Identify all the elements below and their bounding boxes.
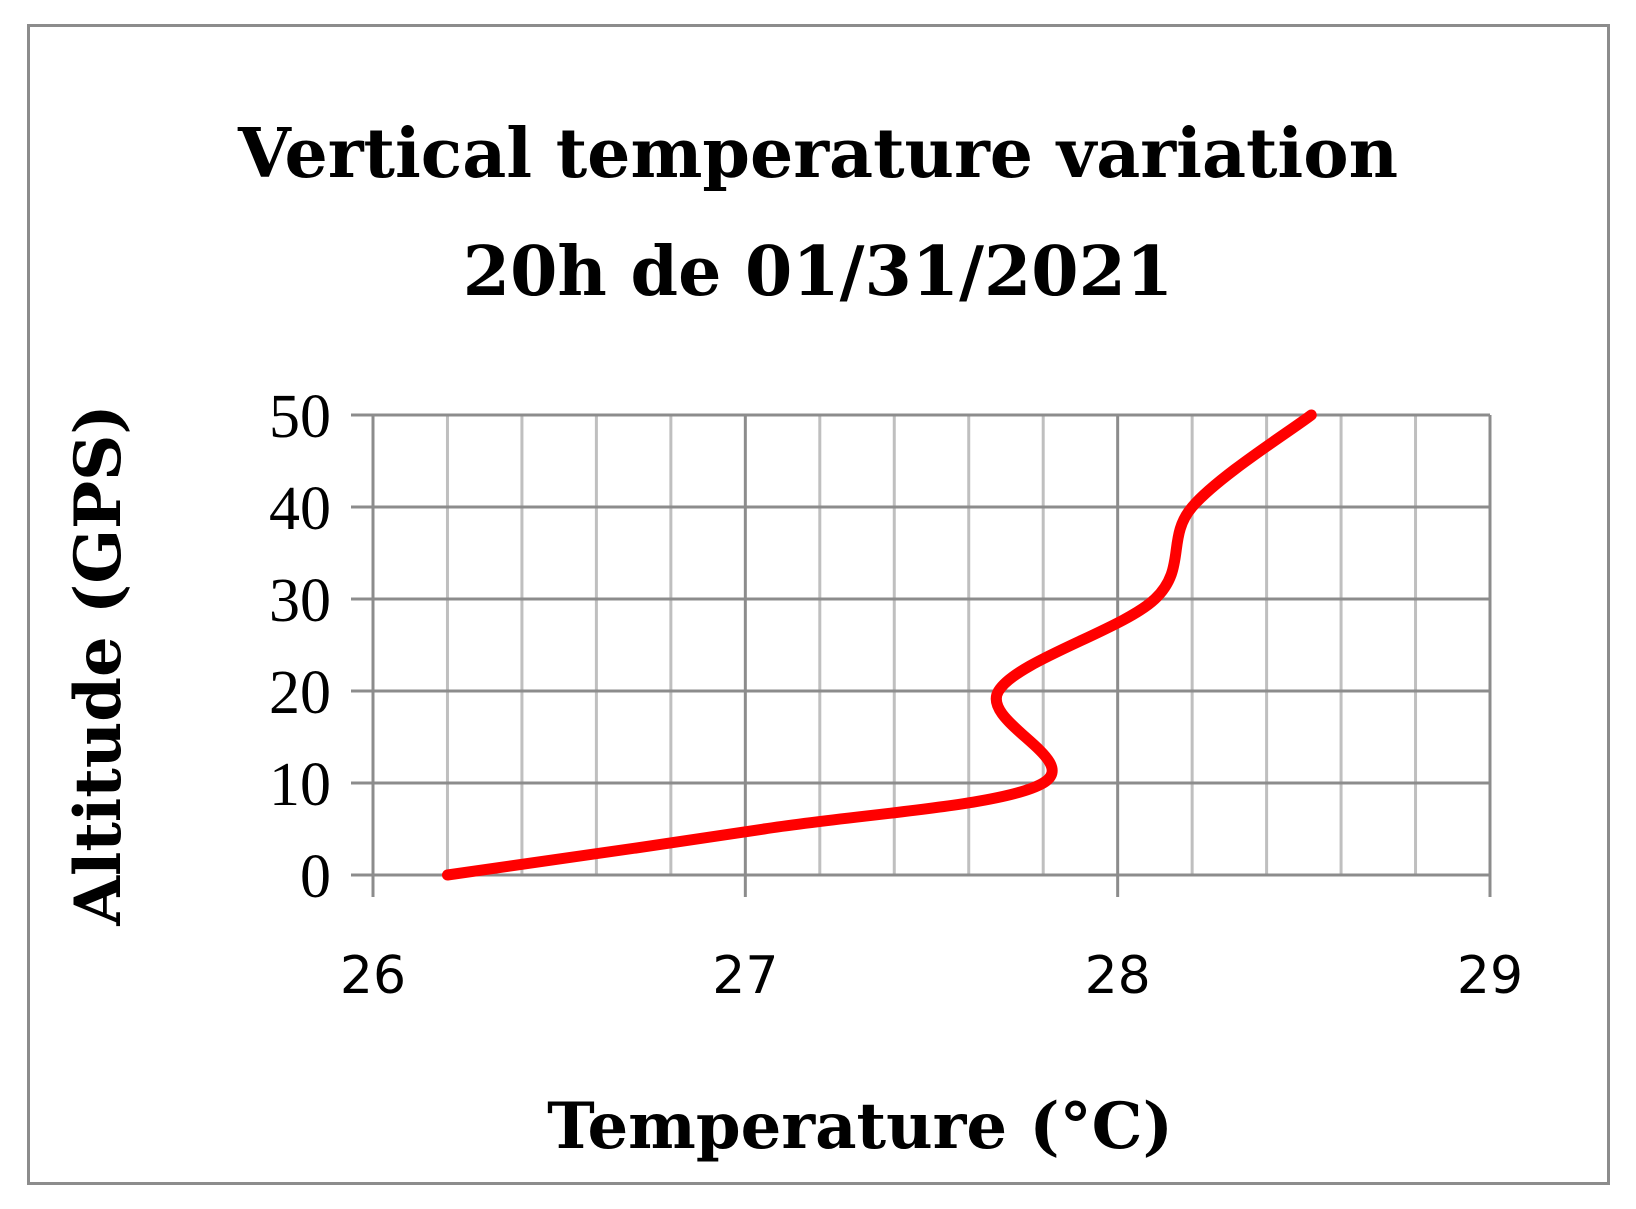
x-tick-label: 26 bbox=[340, 946, 406, 1006]
y-tick-label: 20 bbox=[269, 659, 331, 727]
temperature-series-line bbox=[441, 409, 1317, 881]
y-axis-title: Altitude (GPS) bbox=[61, 404, 136, 926]
x-tick-label: 29 bbox=[1457, 946, 1523, 1006]
x-tick-labels: 26 27 28 29 bbox=[340, 946, 1523, 1006]
minor-gridlines bbox=[445, 415, 1418, 875]
y-tick-label: 0 bbox=[300, 843, 331, 911]
series-group bbox=[441, 409, 1317, 881]
y-tick-label: 40 bbox=[269, 475, 331, 543]
chart-title: Vertical temperature variation 20h de 01… bbox=[0, 95, 1636, 331]
axes bbox=[371, 415, 1490, 877]
x-tick-label: 27 bbox=[712, 946, 778, 1006]
y-tick-label: 10 bbox=[269, 751, 331, 819]
chart-title-line-2: 20h de 01/31/2021 bbox=[462, 232, 1174, 312]
chart-title-line-1: Vertical temperature variation bbox=[237, 114, 1399, 194]
y-tick-labels: 0 10 20 30 40 50 bbox=[269, 383, 331, 911]
y-tick-label: 30 bbox=[269, 567, 331, 635]
x-tick-label: 28 bbox=[1085, 946, 1151, 1006]
y-tick-label: 50 bbox=[269, 383, 331, 451]
x-axis-title: Temperature (°C) bbox=[547, 1089, 1173, 1164]
